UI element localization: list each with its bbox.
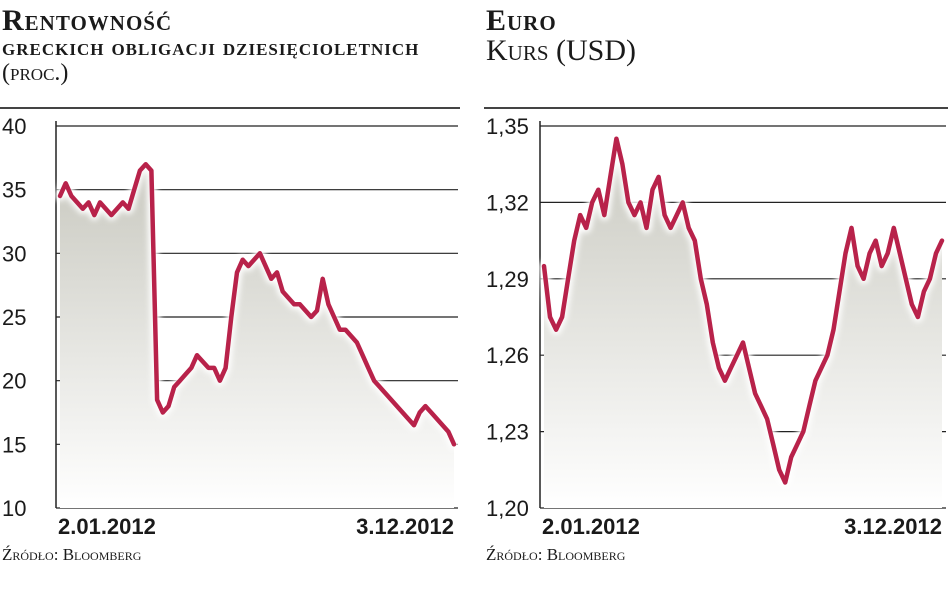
y-tick-label: 15 <box>2 432 26 457</box>
chart-panel-bond-yield: Rentowność greckich obligacji dziesięcio… <box>0 0 460 593</box>
title-divider <box>484 107 948 109</box>
chart-subtitle: greckich obligacji dziesięcioletnich <box>2 35 420 61</box>
source-note: Źródło: Bloomberg <box>486 545 626 564</box>
y-tick-label: 1,29 <box>486 267 529 292</box>
x-end-label: 3.12.2012 <box>356 514 454 539</box>
euro-rate-chart: 1,35 1,32 1,29 1,26 1,23 1,20 2.01.2012 3.12.20… <box>486 114 947 539</box>
y-tick-label: 1,20 <box>486 496 529 521</box>
chart-unit: (proc.) <box>2 60 69 86</box>
y-tick-label: 1,23 <box>486 420 529 445</box>
y-tick-label: 10 <box>2 496 26 521</box>
y-tick-label: 25 <box>2 305 26 330</box>
chart-title: Rentowność <box>2 4 173 37</box>
y-tick-label: 20 <box>2 369 26 394</box>
x-end-label: 3.12.2012 <box>844 514 942 539</box>
y-tick-label: 35 <box>2 178 26 203</box>
y-tick-label: 1,32 <box>486 190 529 215</box>
y-tick-label: 30 <box>2 241 26 266</box>
y-tick-label: 1,26 <box>486 343 529 368</box>
chart-title-block: Rentowność greckich obligacji dziesięcio… <box>2 4 460 87</box>
title-divider <box>0 107 460 109</box>
x-start-label: 2.01.2012 <box>542 514 640 539</box>
bond-yield-chart: 40 35 30 25 20 15 10 2.01.2012 3.12.2012 <box>2 114 459 539</box>
chart-title: Euro <box>486 4 557 37</box>
y-tick-label: 40 <box>2 114 26 139</box>
series-line <box>541 136 945 485</box>
series-area <box>60 164 454 508</box>
y-tick-label: 1,35 <box>486 114 529 139</box>
source-note: Źródło: Bloomberg <box>2 545 142 564</box>
chart-subtitle: Kurs (USD) <box>486 34 637 67</box>
chart-title-block: Euro Kurs (USD) <box>486 6 948 66</box>
chart-panel-euro: Euro Kurs (USD) 1,35 1,32 1,29 1,26 1,23 1,20… <box>484 0 948 593</box>
series-line <box>57 161 457 447</box>
x-start-label: 2.01.2012 <box>58 514 156 539</box>
